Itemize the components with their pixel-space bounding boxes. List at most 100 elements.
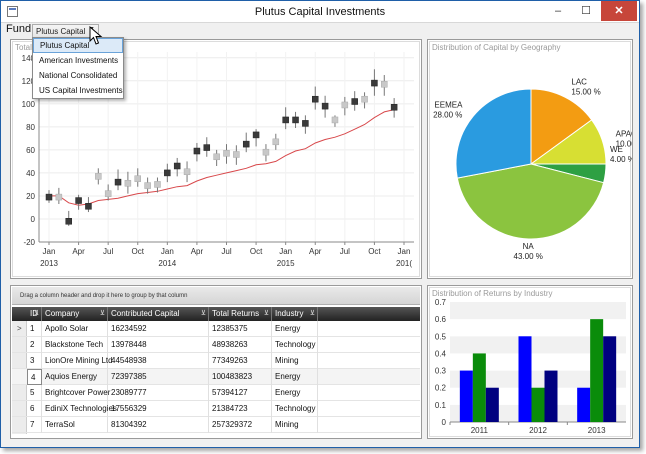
cell-total-returns[interactable]: 48938263 bbox=[209, 337, 272, 353]
y-tick-label: -20 bbox=[23, 238, 35, 247]
pie-label: APAC bbox=[616, 129, 632, 138]
year-label: 2013 bbox=[40, 259, 58, 268]
table-row[interactable]: 7 TerraSol 81304392 257329372 Mining bbox=[12, 417, 420, 433]
cell-industry[interactable]: Technology bbox=[272, 401, 318, 417]
maximize-button[interactable]: ☐ bbox=[581, 5, 591, 17]
title-bar: Plutus Capital Investments – ☐ ✕ bbox=[1, 1, 639, 23]
cell-total-returns[interactable]: 100483823 bbox=[209, 369, 272, 385]
bar-chart[interactable]: 0.7 0.6 0.5 0.4 0.3 0.2 0.1 0 2011 2012 2013 bbox=[428, 286, 632, 438]
cell-contributed-capital[interactable]: 17556329 bbox=[108, 401, 209, 417]
cell-company[interactable]: TerraSol bbox=[42, 417, 108, 433]
fund-option[interactable]: US Capital Investments bbox=[39, 86, 123, 95]
table-row[interactable]: 5 Brightcover Power 23089777 57394127 Energy bbox=[12, 385, 420, 401]
cell-id[interactable]: 3 bbox=[27, 353, 42, 369]
cell-id[interactable]: 1 bbox=[27, 321, 42, 337]
cell-industry[interactable]: Technology bbox=[272, 337, 318, 353]
y-tick-label: 0.1 bbox=[435, 401, 447, 410]
cell-industry[interactable]: Energy bbox=[272, 321, 318, 337]
minimize-button[interactable]: – bbox=[554, 5, 562, 17]
filter-icon[interactable]: ⊻ bbox=[33, 310, 39, 317]
y-tick-label: 140 bbox=[22, 54, 36, 63]
fund-option[interactable]: American Investments bbox=[39, 56, 119, 65]
grid-band bbox=[450, 353, 626, 371]
cell-industry[interactable]: Mining bbox=[272, 353, 318, 369]
candle-body bbox=[213, 153, 220, 161]
cell-id[interactable]: 7 bbox=[27, 417, 42, 433]
table-row[interactable]: 6 EdiniX Technologies 17556329 21384723 Tech… bbox=[12, 401, 420, 417]
table-row[interactable]: 1 Apollo Solar 16234592 12385375 Energy bbox=[12, 321, 420, 337]
cell-company[interactable]: Blackstone Tech bbox=[42, 337, 108, 353]
cell-company[interactable]: LionOre Mining Ltd bbox=[42, 353, 113, 369]
filter-icon[interactable]: ⊻ bbox=[99, 310, 105, 317]
bar bbox=[472, 353, 486, 422]
cell-company[interactable]: Aquios Energy bbox=[42, 369, 108, 385]
table-row[interactable]: 2 Blackstone Tech 13978448 48938263 Technolo… bbox=[12, 337, 420, 353]
bar-chart-title: Distribution of Returns by Industry bbox=[432, 289, 553, 298]
column-header-contributed-capital[interactable]: Contributed Capital ⊻ bbox=[108, 307, 209, 321]
cell-total-returns[interactable]: 12385375 bbox=[209, 321, 272, 337]
cell-total-returns[interactable]: 57394127 bbox=[209, 385, 272, 401]
filter-icon[interactable]: ⊻ bbox=[309, 310, 315, 317]
grid-band bbox=[450, 370, 626, 388]
filter-icon[interactable]: ⊻ bbox=[263, 310, 269, 317]
cell-industry[interactable]: Energy bbox=[272, 385, 318, 401]
candle-body bbox=[351, 98, 358, 105]
x-tick-label: Jul bbox=[340, 247, 350, 256]
candle-body bbox=[361, 95, 368, 103]
y-tick-label: 0.7 bbox=[435, 298, 447, 307]
pie-slice bbox=[456, 163, 605, 240]
fund-option[interactable]: National Consolidated bbox=[39, 71, 118, 80]
x-tick-label: Oct bbox=[368, 247, 381, 256]
cell-company[interactable]: Brightcover Power bbox=[42, 385, 110, 401]
y-tick-label: 0.6 bbox=[435, 315, 447, 324]
cell-contributed-capital[interactable]: 44548938 bbox=[108, 353, 209, 369]
group-panel[interactable]: Drag a column header and drop it here to… bbox=[12, 287, 420, 305]
cell-company[interactable]: EdiniX Technologies bbox=[42, 401, 117, 417]
candle-body bbox=[242, 140, 250, 148]
candle-body bbox=[390, 104, 398, 111]
grid-band bbox=[450, 319, 626, 337]
cell-id[interactable]: 5 bbox=[27, 385, 42, 401]
y-tick-label: 120 bbox=[22, 77, 36, 86]
cell-id[interactable]: 4 bbox=[27, 369, 42, 385]
x-tick-label: 2011 bbox=[471, 426, 489, 435]
cell-contributed-capital[interactable]: 81304392 bbox=[108, 417, 209, 433]
x-tick-label: Jul bbox=[221, 247, 231, 256]
cell-total-returns[interactable]: 257329372 bbox=[209, 417, 272, 433]
y-tick-label: 0 bbox=[442, 418, 447, 427]
close-button[interactable]: ✕ bbox=[601, 1, 637, 21]
candle-body bbox=[262, 148, 270, 156]
table-row[interactable]: 4 Aquios Energy 72397385 100483823 Energy bbox=[12, 369, 420, 385]
filter-icon[interactable]: ⊻ bbox=[200, 310, 206, 317]
candle-body bbox=[114, 178, 122, 186]
x-tick-label: 2012 bbox=[529, 426, 547, 435]
cell-total-returns[interactable]: 77349263 bbox=[209, 353, 272, 369]
x-tick-label: Jan bbox=[398, 247, 411, 256]
cell-contributed-capital[interactable]: 13978448 bbox=[108, 337, 209, 353]
cell-industry[interactable]: Mining bbox=[272, 417, 318, 433]
bar bbox=[577, 387, 591, 422]
candle-body bbox=[183, 168, 191, 176]
column-header-id[interactable]: ID ⊻ bbox=[27, 307, 42, 321]
cell-contributed-capital[interactable]: 16234592 bbox=[108, 321, 209, 337]
pie-slice bbox=[530, 88, 593, 165]
y-tick-label: 100 bbox=[22, 100, 36, 109]
cell-id[interactable]: 2 bbox=[27, 337, 42, 353]
cell-industry[interactable]: Energy bbox=[272, 369, 318, 385]
candle-body bbox=[381, 80, 388, 88]
column-header-industry[interactable]: Industry ⊻ bbox=[272, 307, 318, 321]
column-header-company[interactable]: Company ⊻ bbox=[42, 307, 108, 321]
x-tick-label: Jan bbox=[161, 247, 174, 256]
cell-id[interactable]: 6 bbox=[27, 401, 42, 417]
cell-company[interactable]: Apollo Solar bbox=[42, 321, 108, 337]
column-header-total-returns[interactable]: Total Returns ⊻ bbox=[209, 307, 272, 321]
fund-option[interactable]: Plutus Capital bbox=[33, 38, 123, 53]
candle-body bbox=[65, 218, 72, 225]
cell-contributed-capital[interactable]: 72397385 bbox=[108, 369, 209, 385]
table-row[interactable]: 3 LionOre Mining Ltd 44548938 77349263 Minin… bbox=[12, 353, 420, 369]
bar bbox=[518, 336, 532, 422]
cell-contributed-capital[interactable]: 23089777 bbox=[108, 385, 209, 401]
stock-chart[interactable]: 140 120 100 80 60 40 20 0 -20 Jan Apr Jul Oct Jan Apr J… bbox=[11, 40, 421, 278]
cell-total-returns[interactable]: 21384723 bbox=[209, 401, 272, 417]
